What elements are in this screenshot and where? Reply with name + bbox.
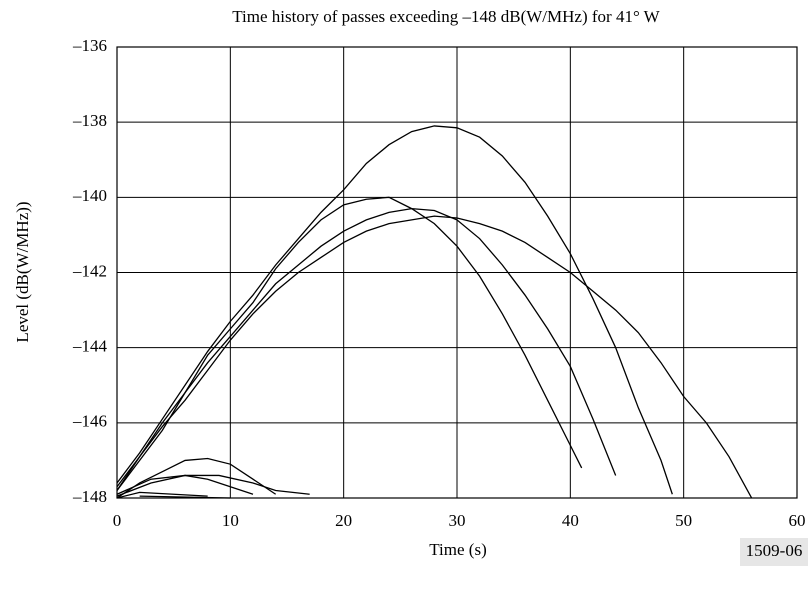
x-tick-label: 50	[675, 511, 692, 530]
y-tick-label: –136	[72, 36, 107, 55]
y-tick-label: –144	[72, 337, 108, 356]
annotation-bg	[740, 538, 808, 566]
y-tick-label: –142	[72, 261, 107, 280]
series-line	[116, 196, 583, 491]
x-tick-label: 0	[113, 511, 122, 530]
x-tick-label: 10	[222, 511, 239, 530]
annotation: 1509-06	[746, 541, 803, 560]
series-line	[139, 495, 231, 499]
series-line	[116, 125, 673, 495]
x-tick-label: 20	[335, 511, 352, 530]
y-tick-label: –146	[72, 412, 107, 431]
series-line	[116, 474, 310, 495]
x-tick-label: 30	[449, 511, 466, 530]
series-line	[116, 207, 617, 488]
y-axis-label: Level (dB(W/MHz))	[13, 201, 32, 342]
series-line	[116, 491, 208, 499]
x-tick-label: 40	[562, 511, 579, 530]
series-line	[116, 474, 254, 497]
series-line	[116, 457, 277, 499]
x-axis-label: Time (s)	[429, 540, 486, 559]
chart-title: Time history of passes exceeding –148 dB…	[232, 7, 660, 26]
y-tick-label: –140	[72, 186, 107, 205]
series-line	[116, 215, 753, 499]
y-tick-label: –148	[72, 487, 107, 506]
x-tick-label: 60	[789, 511, 806, 530]
y-tick-label: –138	[72, 111, 107, 130]
plot-frame	[116, 46, 798, 499]
